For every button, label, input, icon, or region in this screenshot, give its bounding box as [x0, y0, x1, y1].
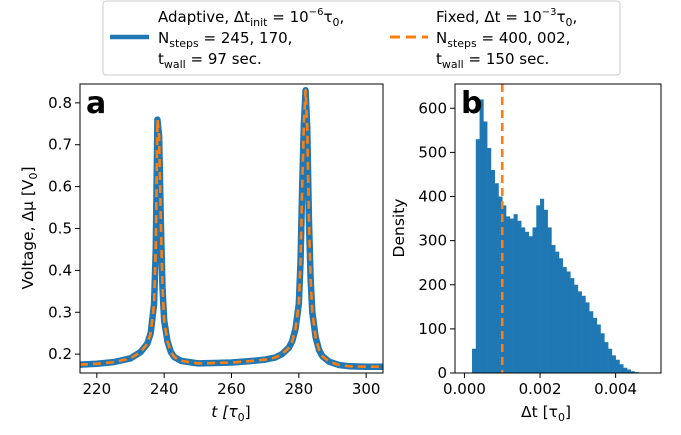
legend-fixed-line3: twall = 150 sec. [436, 50, 549, 71]
histogram-bar [483, 121, 488, 373]
x-tick-label: 0.002 [519, 380, 562, 398]
histogram-bar [558, 258, 564, 373]
panel-a-x-ticks: 220 240 260 280 300 [83, 373, 381, 398]
x-tick-label: 300 [352, 380, 381, 398]
x-tick-label: 280 [285, 380, 314, 398]
histogram-bar [506, 216, 511, 373]
histogram-bar [619, 364, 624, 373]
panel-a-x-label: t [τ0] [211, 403, 250, 424]
histogram-bar [524, 231, 530, 373]
histogram-bar [498, 196, 503, 373]
histogram-bar [604, 342, 609, 373]
legend-adaptive-line2: Nsteps = 245, 170, [158, 29, 292, 50]
histogram-bar [540, 198, 545, 373]
histogram-bar [585, 302, 590, 373]
panel-a-y-label: Voltage, Δμ [V0] [19, 166, 40, 289]
histogram-bar [513, 214, 518, 373]
y-tick-label: 0.3 [48, 303, 72, 321]
histogram-bar [592, 317, 598, 373]
histogram-bar [581, 295, 586, 373]
y-tick-label: 0.4 [48, 261, 72, 279]
y-tick-label: 0.5 [48, 220, 72, 238]
y-tick-label: 100 [418, 320, 447, 338]
panel-b-plot-area [472, 84, 643, 373]
histogram-bar [596, 324, 601, 373]
histogram-bar [615, 359, 620, 373]
histogram-bar [502, 205, 507, 373]
histogram-bar [555, 251, 560, 373]
histogram-bar [574, 284, 579, 373]
x-tick-label: 240 [150, 380, 179, 398]
y-tick-label: 300 [418, 232, 447, 250]
y-tick-label: 600 [418, 99, 447, 117]
histogram-bar [487, 147, 492, 373]
histogram-bar [490, 170, 495, 373]
panel-b-y-label: Density [390, 199, 408, 258]
y-tick-label: 0.7 [48, 136, 72, 154]
legend-frame [102, 0, 621, 76]
histogram-bar [547, 227, 552, 373]
panel-b-letter: b [461, 86, 482, 121]
panel-a-letter: a [86, 86, 106, 121]
histogram-bar [566, 271, 571, 373]
histogram-bar [623, 367, 628, 373]
y-tick-label: 200 [418, 276, 447, 294]
series-fixed-line [80, 88, 383, 369]
x-tick-label: 0.004 [594, 380, 637, 398]
y-tick-label: 0.6 [48, 178, 72, 196]
histogram-bar [600, 333, 605, 373]
legend-fixed-line1: Fixed, Δt = 10−3τ0, [436, 7, 577, 29]
legend-fixed-line2: Nsteps = 400, 002, [436, 29, 570, 50]
y-tick-label: 400 [418, 188, 447, 206]
series-adaptive-line [80, 87, 383, 370]
histogram-bar [479, 99, 484, 373]
x-tick-label: 0.000 [443, 380, 486, 398]
histogram-bar [532, 227, 537, 373]
histogram-bar [611, 355, 616, 373]
histogram-bar [521, 227, 526, 373]
panel-b-x-label: Δt [τ0] [521, 403, 571, 424]
y-tick-label: 0.8 [48, 94, 72, 112]
panel-a-plot-area [80, 87, 383, 370]
histogram-bar [570, 278, 575, 373]
histogram-bar [577, 291, 582, 373]
histogram-bar [626, 369, 632, 373]
histogram-bar [608, 348, 613, 373]
histogram-bar [543, 209, 548, 373]
panel-b-frame [454, 83, 662, 374]
histogram-bar [509, 218, 514, 373]
histogram-bar [472, 348, 477, 373]
x-tick-label: 260 [217, 380, 246, 398]
x-tick-label: 220 [83, 380, 112, 398]
panel-a-y-ticks: 0.2 0.3 0.4 0.5 0.6 0.7 0.8 [48, 94, 80, 363]
panel-a-frame [79, 83, 384, 374]
legend: Adaptive, Δtinit = 10−6τ0, Nsteps = 245,… [102, 0, 621, 76]
histogram-bar [551, 245, 556, 373]
panel-b: 0.000 0.002 0.004 0 100 200 300 400 500 600 b Δt… [390, 83, 662, 424]
y-tick-label: 500 [418, 143, 447, 161]
histogram-bar [536, 205, 541, 373]
panel-b-y-ticks: 0 100 200 300 400 500 600 [418, 99, 455, 382]
histogram-bar [562, 267, 567, 373]
histogram-bar [630, 371, 635, 373]
y-tick-label: 0.2 [48, 345, 72, 363]
panel-a: 220 240 260 280 300 0.20.30.40.50.60.70.8 a … [19, 83, 384, 424]
histogram-bar [517, 220, 522, 373]
legend-adaptive-line3: twall = 97 sec. [158, 50, 262, 71]
panel-b-x-ticks: 0.000 0.002 0.004 [443, 373, 637, 398]
legend-adaptive-line1: Adaptive, Δtinit = 10−6τ0, [158, 7, 344, 29]
histogram-bar [589, 311, 594, 373]
histogram-bar [475, 139, 480, 373]
histogram-bar [528, 236, 533, 373]
histogram-bar [494, 183, 499, 373]
y-tick-label: 0 [437, 364, 447, 382]
